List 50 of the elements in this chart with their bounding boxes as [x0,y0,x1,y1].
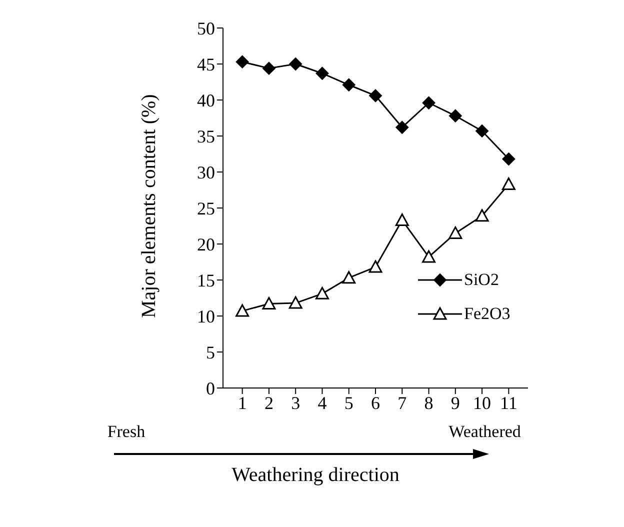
y-axis-title: Major elements content (%) [138,94,160,318]
point [448,109,462,122]
y-tick-label: 25 [197,198,215,218]
legend-label: Fe2O3 [464,304,510,324]
y-tick-label: 10 [197,306,215,326]
point [475,209,489,222]
x-tick-label: 9 [450,392,460,413]
x-tick-label: 1 [238,392,247,413]
x-tick-label: 10 [473,392,492,413]
y-tick-label: 0 [206,378,215,398]
y-tick-label: 5 [206,342,215,362]
point [289,58,302,70]
point [316,66,329,80]
x-tick-label: 11 [500,392,518,413]
x-tick-label: 3 [291,392,300,413]
point [236,55,249,68]
point [476,124,489,138]
y-tick-label: 15 [197,270,215,290]
point [236,304,250,317]
point [262,297,276,310]
y-tick-label: 45 [197,54,215,74]
y-tick-label: 35 [197,126,215,146]
point [342,78,356,92]
x-tick-label: 7 [398,392,407,413]
point [288,296,302,309]
point [262,62,276,75]
text: Weathered [448,422,521,442]
text: Fresh [107,422,146,442]
point [502,177,516,190]
x-axis-title: Weathering direction [230,464,400,487]
point [422,96,436,110]
point [502,152,516,166]
point [342,271,356,284]
x-tick-label: 5 [344,392,354,413]
legend-label: SiO2 [464,270,499,290]
point [422,250,436,263]
y-tick-label: 20 [197,234,215,254]
point [395,213,409,226]
point [368,260,382,273]
point [369,89,382,102]
x-tick-label: 4 [318,392,327,413]
point [315,286,329,300]
y-tick-label: 40 [197,90,215,110]
x-tick-label: 8 [424,392,434,413]
point [396,120,409,134]
y-tick-label: 50 [197,18,215,38]
x-tick-label: 6 [371,392,380,413]
y-tick-label: 30 [197,162,215,182]
x-tick-label: 2 [264,392,274,413]
point [448,226,462,239]
